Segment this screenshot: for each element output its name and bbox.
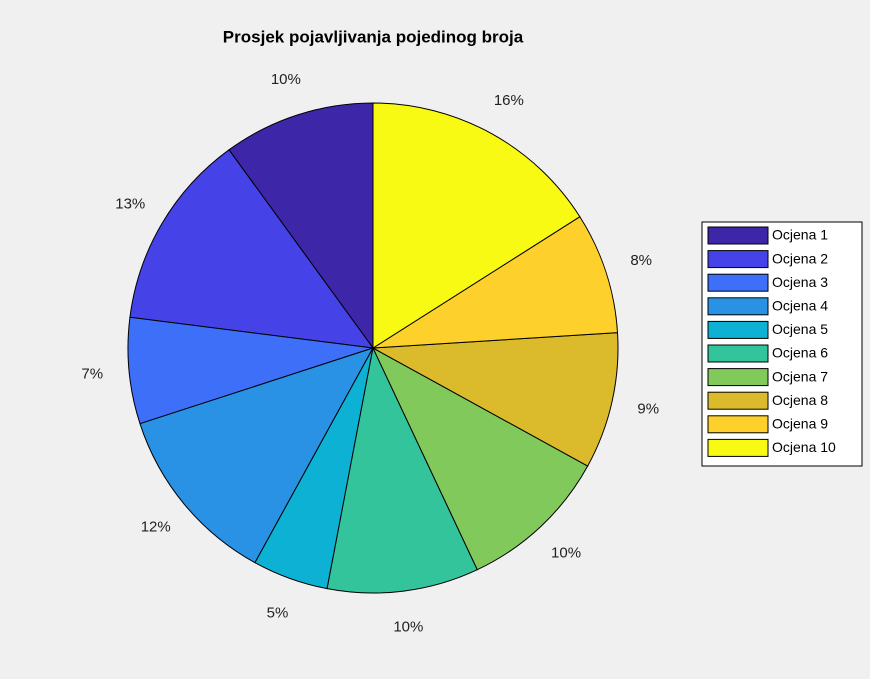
legend-swatch xyxy=(707,438,769,457)
legend-label: Ocjena 10 xyxy=(772,439,836,455)
legend-label: Ocjena 7 xyxy=(772,368,828,384)
pie-slice xyxy=(371,346,589,571)
pie-slice xyxy=(139,347,375,564)
pie-slice xyxy=(371,332,619,467)
legend-label: Ocjena 2 xyxy=(772,250,828,266)
legend-label: Ocjena 8 xyxy=(772,392,828,408)
legend-label: Ocjena 5 xyxy=(772,321,828,337)
legend-swatch xyxy=(707,273,769,292)
legend-swatch xyxy=(707,297,769,316)
legend-swatch xyxy=(707,226,769,245)
slice-label: 10% xyxy=(393,619,423,636)
legend-label: Ocjena 1 xyxy=(772,227,828,243)
slice-label: 5% xyxy=(267,604,289,621)
legend-swatch xyxy=(707,344,769,363)
pie-slice xyxy=(372,216,619,349)
pie-slice xyxy=(129,149,375,349)
slice-label: 7% xyxy=(81,366,103,383)
legend-swatch xyxy=(707,320,769,339)
legend-label: Ocjena 9 xyxy=(772,416,828,432)
chart-title: Prosjek pojavljivanja pojedinog broja xyxy=(223,27,524,46)
pie-slice xyxy=(228,102,374,350)
legend-swatch xyxy=(707,250,769,269)
slice-label: 10% xyxy=(271,71,301,88)
pie-slice xyxy=(127,316,374,425)
legend-swatch xyxy=(707,368,769,387)
slice-label: 8% xyxy=(630,252,652,269)
legend-swatch xyxy=(707,391,769,410)
legend-label: Ocjena 3 xyxy=(772,274,828,290)
legend-label: Ocjena 4 xyxy=(772,298,828,314)
slice-label: 13% xyxy=(115,195,145,212)
slice-label: 16% xyxy=(494,92,524,109)
pie-slice xyxy=(372,102,581,349)
slice-label: 9% xyxy=(637,400,659,417)
slice-label: 10% xyxy=(551,545,581,562)
legend-label: Ocjena 6 xyxy=(772,345,828,361)
legend-swatch xyxy=(707,415,769,434)
slice-label: 12% xyxy=(141,519,171,536)
pie-slice xyxy=(326,346,478,594)
